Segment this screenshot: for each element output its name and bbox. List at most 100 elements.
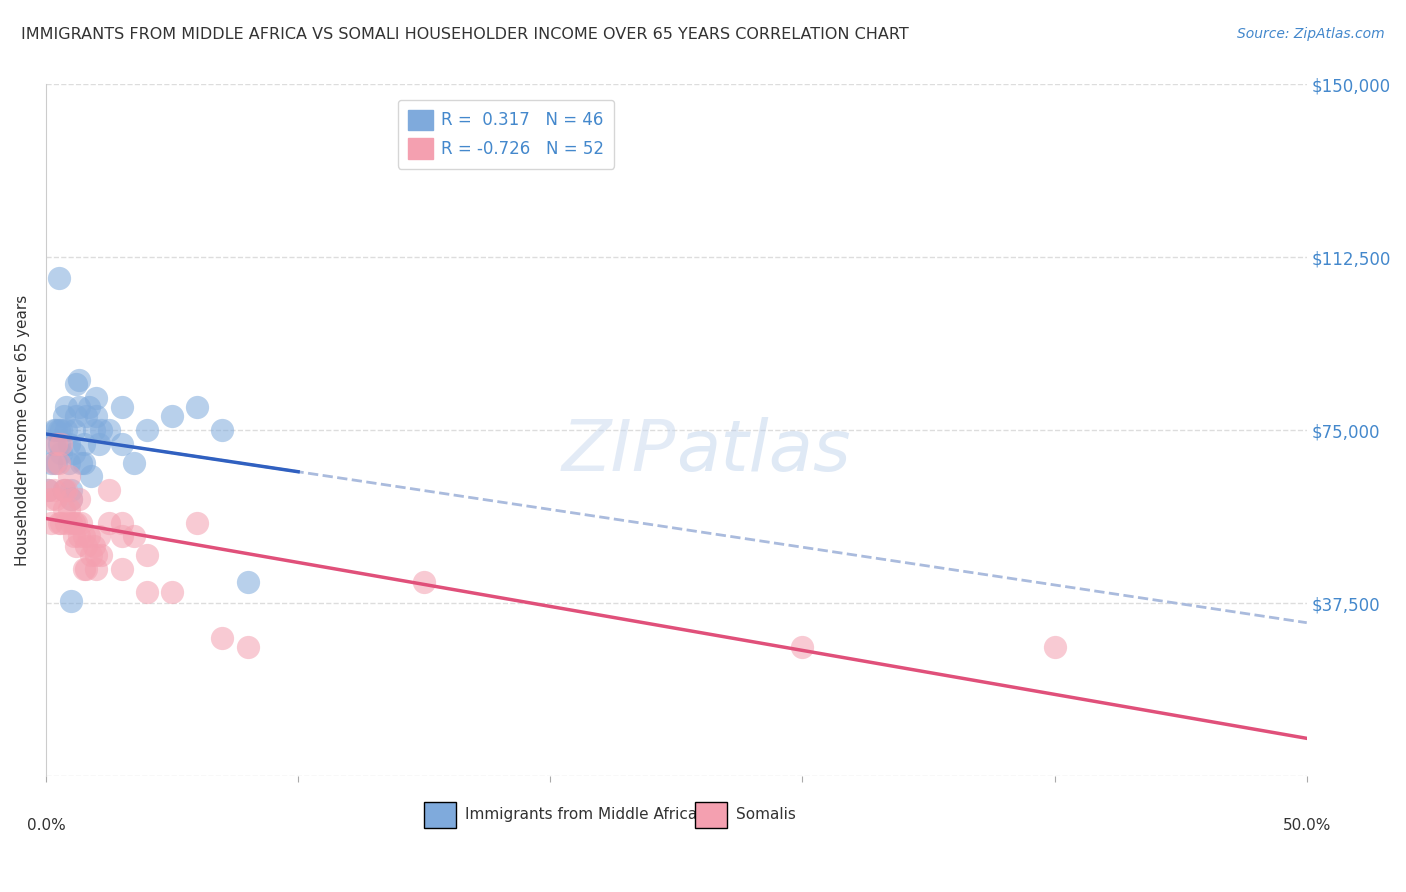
Point — [67, 529, 90, 543]
Point — [75, 539, 97, 553]
FancyBboxPatch shape — [425, 802, 456, 828]
Point — [37, 483, 59, 498]
Point — [48, 516, 70, 530]
Point — [60, 492, 83, 507]
Point — [55, 516, 77, 530]
Point — [49, 437, 72, 451]
Point — [60, 516, 83, 530]
Point — [135, 548, 157, 562]
Point — [70, 456, 93, 470]
Point — [42, 456, 65, 470]
Point — [98, 423, 121, 437]
Point — [77, 401, 100, 415]
Point — [122, 456, 145, 470]
Point — [45, 456, 67, 470]
Point — [186, 516, 208, 530]
Point — [48, 271, 70, 285]
Point — [73, 437, 96, 451]
Point — [55, 423, 77, 437]
Text: ZIP: ZIP — [562, 417, 676, 485]
Point — [111, 562, 134, 576]
Point — [52, 409, 75, 424]
Point — [52, 501, 75, 516]
Point — [49, 423, 72, 437]
Point — [45, 423, 67, 437]
Point — [58, 456, 80, 470]
Point — [52, 483, 75, 498]
Point — [73, 456, 96, 470]
Point — [98, 483, 121, 498]
Point — [67, 373, 90, 387]
Point — [42, 483, 65, 498]
Point — [58, 469, 80, 483]
Point — [49, 516, 72, 530]
Point — [236, 640, 259, 654]
Text: 0.0%: 0.0% — [27, 818, 65, 833]
Point — [55, 401, 77, 415]
Legend: R =  0.317   N = 46, R = -0.726   N = 52: R = 0.317 N = 46, R = -0.726 N = 52 — [398, 100, 614, 169]
Point — [413, 575, 436, 590]
Point — [45, 492, 67, 507]
Point — [67, 401, 90, 415]
Point — [75, 409, 97, 424]
Point — [48, 437, 70, 451]
Point — [86, 548, 108, 562]
Point — [80, 548, 103, 562]
Point — [160, 409, 183, 424]
Point — [186, 401, 208, 415]
Point — [80, 469, 103, 483]
Point — [792, 640, 814, 654]
Point — [60, 492, 83, 507]
Point — [67, 492, 90, 507]
Point — [62, 446, 84, 460]
Point — [62, 529, 84, 543]
Point — [122, 529, 145, 543]
Point — [87, 529, 110, 543]
Point — [39, 516, 62, 530]
Point — [55, 483, 77, 498]
Text: 50.0%: 50.0% — [1282, 818, 1331, 833]
Point — [45, 437, 67, 451]
Point — [90, 423, 112, 437]
Point — [39, 492, 62, 507]
Y-axis label: Householder Income Over 65 years: Householder Income Over 65 years — [15, 294, 30, 566]
Point — [65, 516, 87, 530]
FancyBboxPatch shape — [696, 802, 727, 828]
Text: Somalis: Somalis — [735, 807, 796, 822]
Text: IMMIGRANTS FROM MIDDLE AFRICA VS SOMALI HOUSEHOLDER INCOME OVER 65 YEARS CORRELA: IMMIGRANTS FROM MIDDLE AFRICA VS SOMALI … — [21, 27, 908, 42]
Point — [111, 516, 134, 530]
Point — [87, 437, 110, 451]
Point — [86, 562, 108, 576]
Point — [111, 529, 134, 543]
Point — [86, 409, 108, 424]
Text: Immigrants from Middle Africa: Immigrants from Middle Africa — [464, 807, 697, 822]
Point — [52, 483, 75, 498]
Point — [1043, 640, 1066, 654]
Point — [111, 401, 134, 415]
Point — [111, 437, 134, 451]
Point — [58, 437, 80, 451]
Point — [73, 562, 96, 576]
Point — [49, 446, 72, 460]
Point — [86, 391, 108, 405]
Point — [37, 483, 59, 498]
Point — [62, 516, 84, 530]
Point — [236, 575, 259, 590]
Point — [42, 437, 65, 451]
Point — [77, 529, 100, 543]
Point — [211, 423, 233, 437]
Point — [48, 423, 70, 437]
Point — [160, 584, 183, 599]
Point — [75, 562, 97, 576]
Point — [135, 423, 157, 437]
Point — [98, 516, 121, 530]
Point — [58, 501, 80, 516]
Point — [83, 539, 105, 553]
Point — [70, 516, 93, 530]
Point — [42, 423, 65, 437]
Point — [48, 456, 70, 470]
Point — [39, 456, 62, 470]
Point — [62, 423, 84, 437]
Point — [60, 594, 83, 608]
Point — [65, 539, 87, 553]
